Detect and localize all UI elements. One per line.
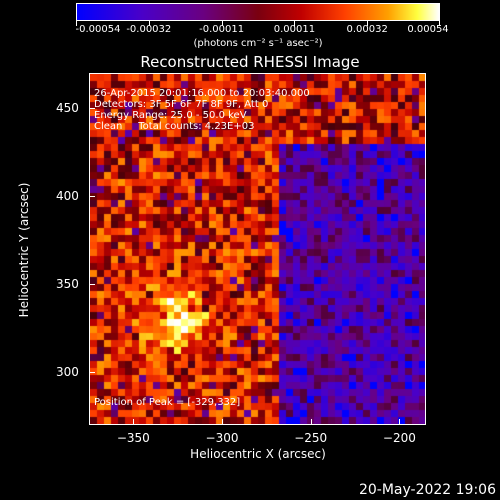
colorbar-tick-label: -0.00054 (75, 24, 121, 35)
rhessi-image-heatmap (90, 74, 425, 424)
x-axis-tick-label: −350 (116, 431, 150, 445)
colorbar-tick (294, 21, 295, 26)
y-axis-tick-label: 450 (56, 101, 79, 116)
colorbar-tick-label: -0.00011 (199, 24, 245, 35)
y-axis-tick-label: 300 (56, 365, 79, 380)
colorbar-tick (76, 21, 77, 26)
colorbar-tick-label: 0.00011 (273, 24, 316, 35)
colorbar-tick (439, 21, 440, 26)
x-axis-tick-label: −300 (205, 431, 239, 445)
x-axis-tick-label: −200 (382, 431, 416, 445)
y-axis-tick-label: 350 (56, 277, 79, 292)
colorbar (76, 3, 440, 21)
info-time-range: 26-Apr-2015 20:01:16.000 to 20:03:40.000 (94, 88, 310, 99)
plot-title: Reconstructed RHESSI Image (140, 53, 360, 71)
x-axis-tick (311, 419, 312, 425)
y-axis-tick (89, 284, 95, 285)
colorbar-tick-label: 0.00032 (346, 24, 388, 35)
image-plot (89, 73, 426, 425)
colorbar-tick (149, 21, 150, 26)
info-total-counts: Clean Total counts: 4.23E+03 (94, 121, 255, 132)
colorbar-tick-label: -0.00032 (126, 24, 172, 35)
info-energy-range: Energy Range: 25.0 - 50.0 keV (94, 110, 247, 121)
peak-position-label: Position of Peak = [-329,332] (94, 397, 241, 408)
colorbar-tick (222, 21, 223, 26)
x-axis-tick (133, 419, 134, 425)
y-axis-tick-label: 400 (56, 189, 79, 204)
footer-date: 20-May-2022 19:06 (358, 482, 496, 498)
colorbar-tick (367, 21, 368, 26)
x-axis-tick (222, 419, 223, 425)
y-axis-title: Heliocentric Y (arcsec) (17, 182, 31, 318)
x-axis-tick (399, 419, 400, 425)
x-axis-title: Heliocentric X (arcsec) (190, 447, 326, 461)
info-detectors: Detectors: 3F 5F 6F 7F 8F 9F, Att 0 (94, 99, 269, 110)
y-axis-tick (89, 372, 95, 373)
y-axis-tick (89, 108, 95, 109)
colorbar-tick-label: 0.00054 (407, 24, 449, 35)
colorbar-unit-label: (photons cm⁻² s⁻¹ asec⁻²) (193, 38, 323, 49)
x-axis-tick-label: −250 (294, 431, 328, 445)
y-axis-tick (89, 196, 95, 197)
